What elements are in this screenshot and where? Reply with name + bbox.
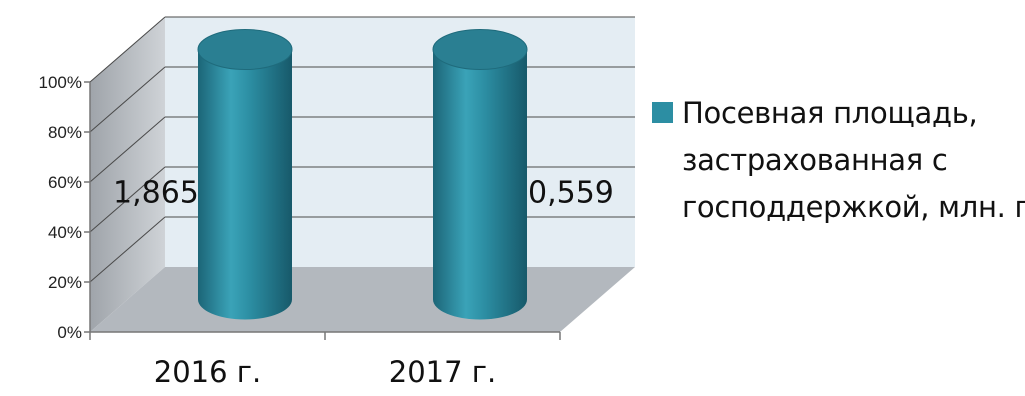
data-label-2: 0,559	[528, 176, 614, 211]
chart-walls	[90, 17, 635, 332]
bar-top-1	[197, 29, 293, 70]
gridline-side	[89, 116, 166, 183]
bar-2	[433, 49, 527, 320]
axes: 0% 20% 40% 60% 80% 100%	[39, 73, 561, 342]
bar-top-2	[432, 29, 528, 70]
gridline-side	[89, 66, 166, 133]
side-wall	[90, 17, 165, 332]
y-tick-label: 0%	[57, 323, 82, 342]
gridline-side	[89, 166, 166, 233]
bars	[197, 29, 528, 320]
bar-1	[198, 49, 292, 320]
data-label-1: 1,865	[113, 176, 199, 211]
floor	[90, 267, 635, 332]
y-tick-label: 40%	[48, 223, 82, 242]
y-tick-label: 80%	[48, 123, 82, 142]
legend-line: Посевная площадь,	[682, 96, 978, 130]
legend-label: Посевная площадь, застрахованная с госпо…	[682, 90, 1025, 231]
y-tick-label: 100%	[39, 73, 82, 92]
y-tick-label: 60%	[48, 173, 82, 192]
y-tick-label: 20%	[48, 273, 82, 292]
legend-line: господдержкой, млн. га	[682, 190, 1025, 224]
labels: 1,865 2016 г. 0,559 2017 г.	[113, 176, 614, 390]
x-tick-label: 2016 г.	[154, 355, 261, 389]
gridline-side	[89, 16, 166, 83]
legend-swatch	[652, 102, 673, 123]
legend-line: застрахованная с	[682, 143, 948, 177]
x-tick-label: 2017 г.	[389, 355, 496, 389]
gridline-side	[89, 216, 166, 283]
